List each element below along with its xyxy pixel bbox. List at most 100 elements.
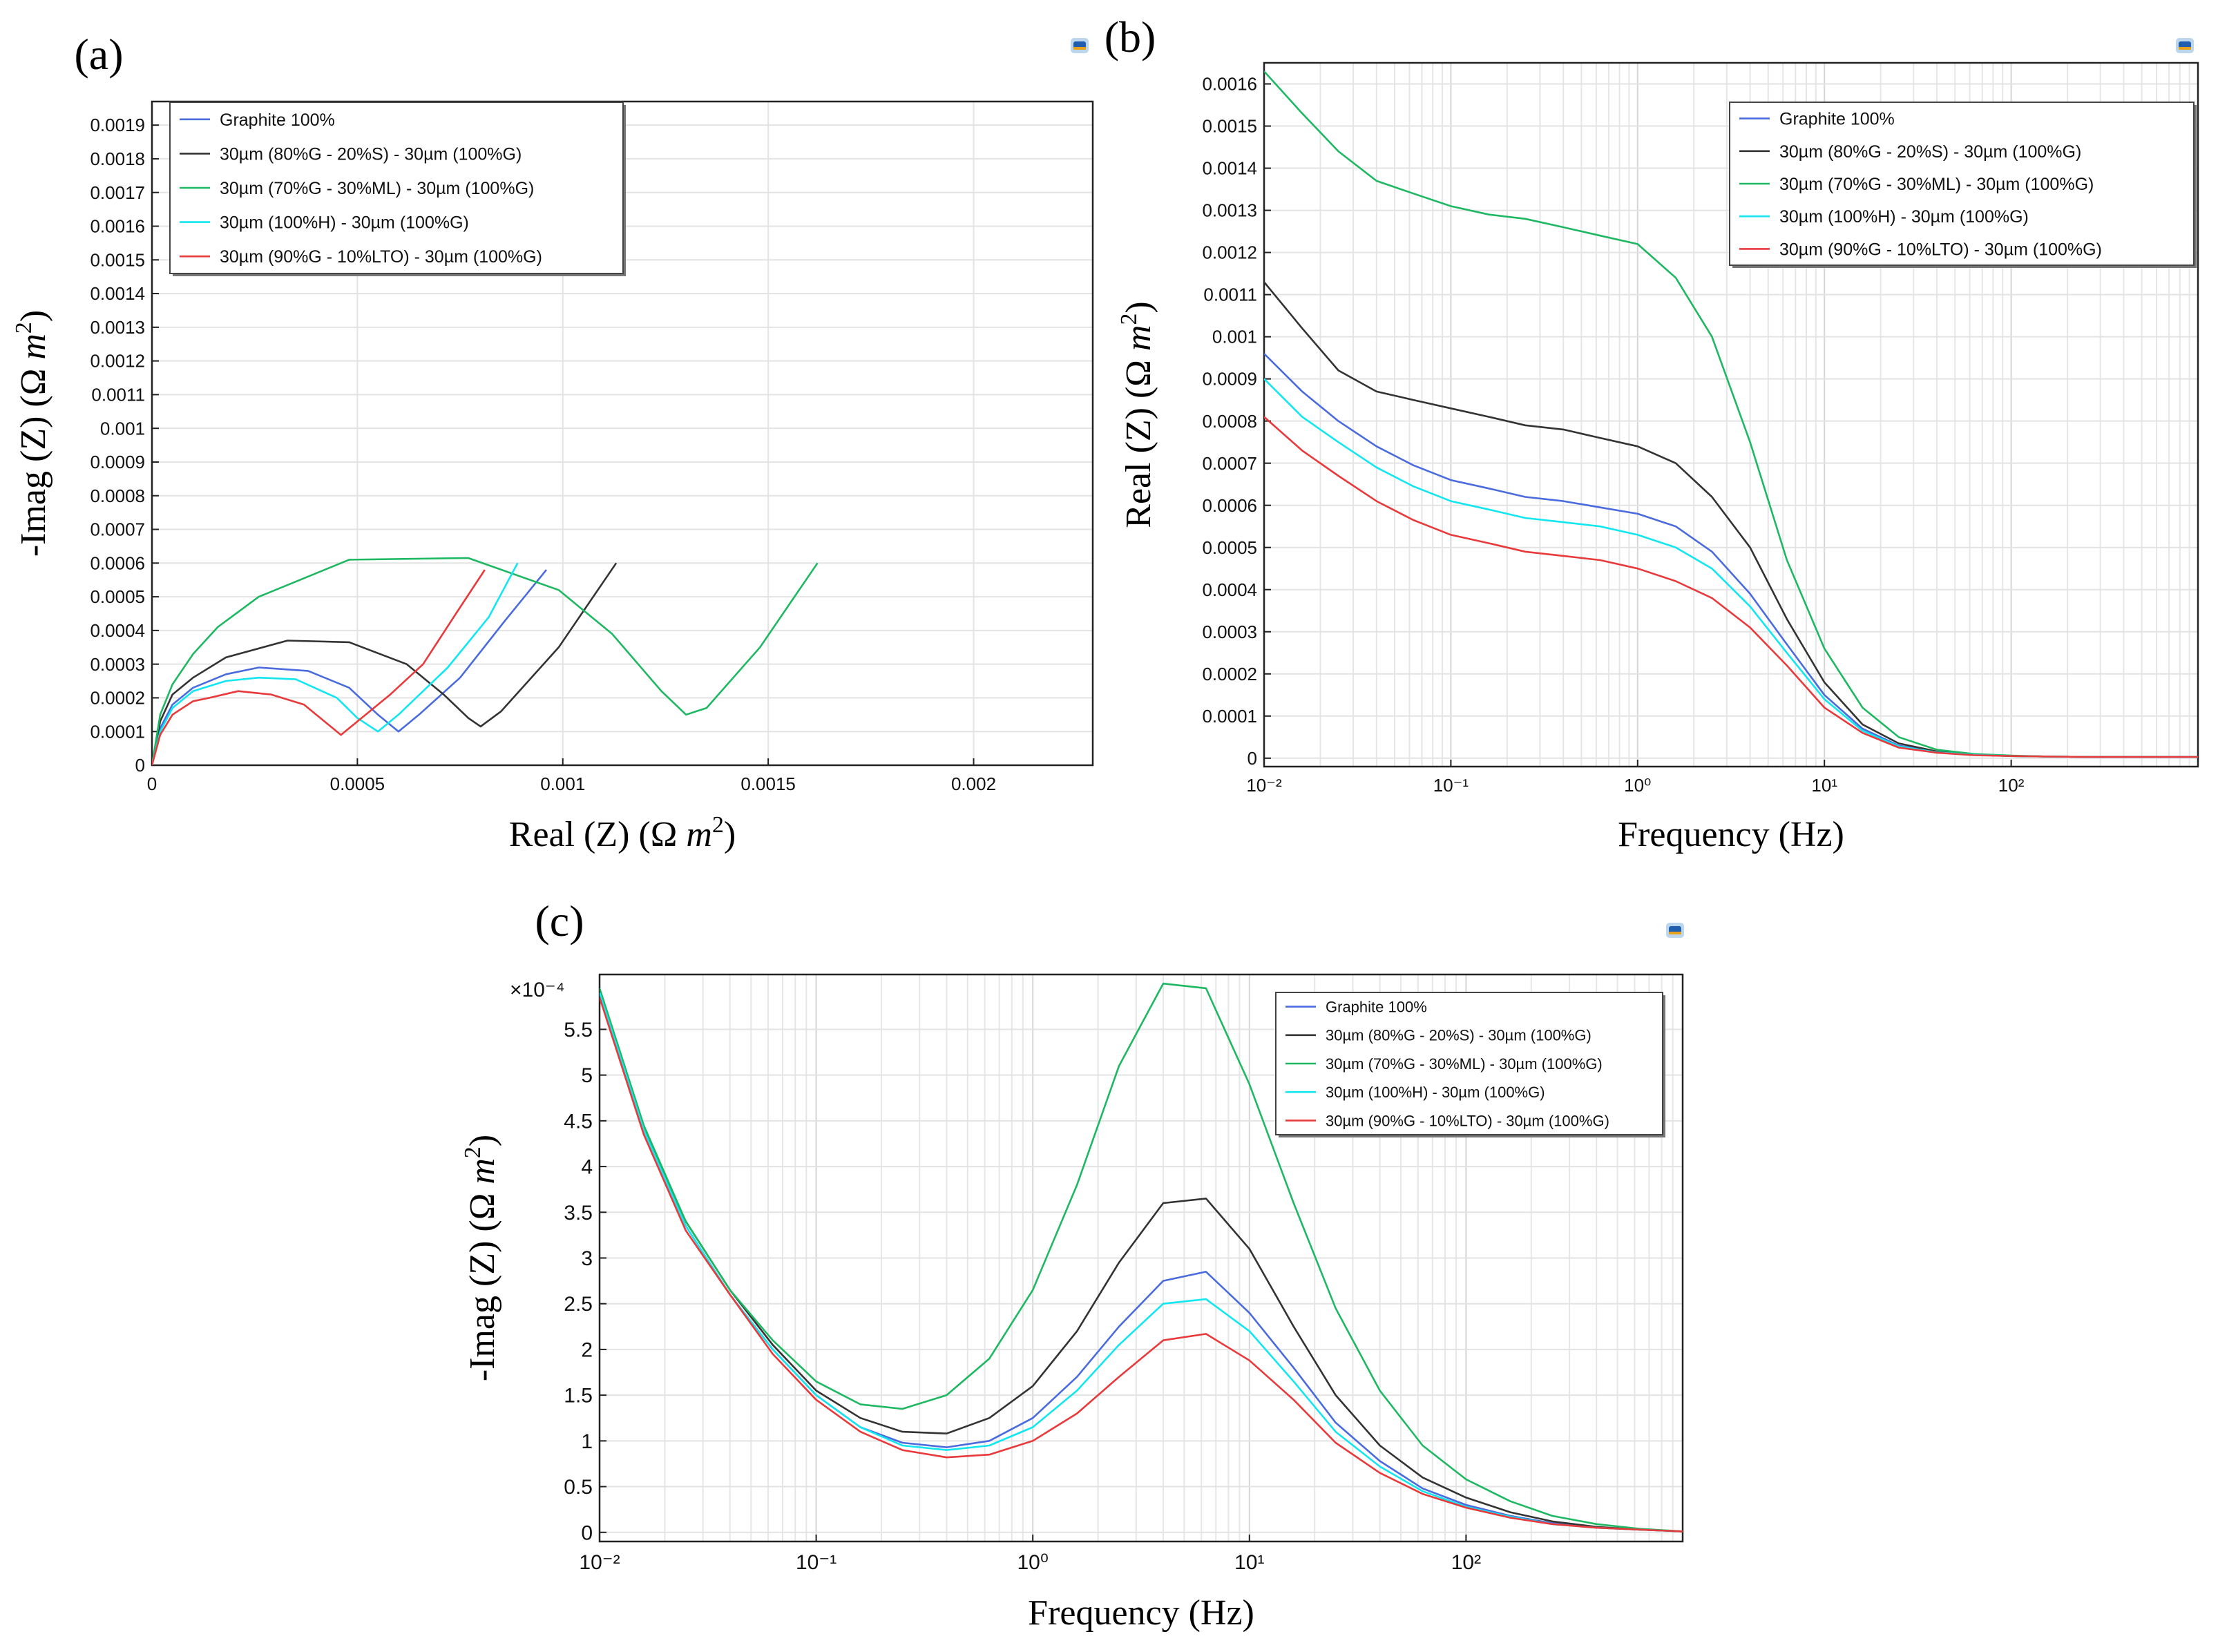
- legend-entry: 30µm (70%G - 30%ML) - 30µm (100%G): [220, 179, 534, 198]
- x-tick-label: 10⁻²: [579, 1551, 620, 1574]
- y-tick-label: 3.5: [564, 1202, 593, 1224]
- y-tick-label: 0.0009: [1202, 369, 1257, 390]
- series-line: [152, 569, 548, 765]
- series-line: [152, 562, 618, 765]
- y-tick-label: 0.0017: [90, 182, 145, 203]
- y-tick-label: 0: [1247, 748, 1257, 769]
- series-group: [1264, 70, 2198, 758]
- series-line: [600, 992, 1683, 1533]
- comsol-logo-icon[interactable]: [1071, 38, 1089, 53]
- y-tick-label: 2: [581, 1338, 593, 1361]
- legend-entry: 30µm (80%G - 20%S) - 30µm (100%G): [1779, 142, 2081, 162]
- y-tick-label: 0.0001: [1202, 706, 1257, 727]
- y-tick-label: 0.0003: [1202, 622, 1257, 642]
- x-axis-title: Frequency (Hz): [1028, 1593, 1254, 1633]
- legend: Graphite 100% 30µm (80%G - 20%S) - 30µm (…: [1275, 992, 1665, 1137]
- x-axis-title: Real (Z) (Ω m2): [509, 812, 736, 854]
- comsol-logo-icon[interactable]: [1666, 923, 1684, 938]
- y-tick-label: 0.0005: [90, 586, 145, 607]
- y-tick-label: 0.5: [564, 1476, 593, 1499]
- x-tick-label: 10⁻²: [1246, 775, 1282, 796]
- y-tick-label: 0.0002: [1202, 664, 1257, 684]
- legend-entry: 30µm (70%G - 30%ML) - 30µm (100%G): [1779, 175, 2094, 194]
- panel-label: (b): [1105, 12, 1156, 61]
- x-tick-label: 10⁰: [1624, 775, 1651, 796]
- legend-box: [1729, 102, 2195, 266]
- y-tick-label: 0.0016: [1202, 74, 1257, 95]
- x-tick-label: 0.002: [951, 774, 996, 794]
- comsol-logo-icon[interactable]: [2176, 38, 2194, 53]
- legend-entry: 30µm (100%H) - 30µm (100%G): [1326, 1084, 1545, 1101]
- legend-entry: Graphite 100%: [220, 111, 335, 130]
- panel-label: (c): [535, 896, 584, 945]
- y-axis-title: -Imag (Z) (Ω m2): [11, 310, 53, 557]
- x-axis-title: Frequency (Hz): [1618, 815, 1844, 854]
- legend-entry: Graphite 100%: [1326, 999, 1427, 1016]
- series-group: [152, 557, 819, 765]
- y-tick-label: 0.0019: [90, 115, 145, 135]
- y-tick-label: 0.0014: [1202, 158, 1257, 179]
- y-tick-label: 5.5: [564, 1019, 593, 1041]
- series-line: [600, 997, 1683, 1533]
- y-tick-label: 0.0015: [90, 249, 145, 270]
- y-tick-label: 4: [581, 1156, 593, 1179]
- legend-entry: 30µm (90%G - 10%LTO) - 30µm (100%G): [1779, 240, 2102, 259]
- x-tick-label: 10¹: [1234, 1551, 1264, 1574]
- chart-panel-c: (c) 0 0.5 1 1.5 2 2.5 3 3.5 4 4.5 5 5.5 10⁻² 10⁻¹ 10⁰ 10…: [460, 896, 1684, 1633]
- series-line: [1264, 353, 2198, 758]
- y-tick-label: 0.0004: [90, 620, 145, 641]
- y-tick-label: 0.0011: [1203, 285, 1257, 305]
- y-tick-label: 0.001: [100, 418, 145, 439]
- y-tick-label: 1.5: [564, 1385, 593, 1408]
- legend-entry: 30µm (100%H) - 30µm (100%G): [220, 213, 469, 233]
- y-tick-label: 0.0007: [1202, 453, 1257, 474]
- series-line: [1264, 378, 2198, 758]
- y-tick-label: 0.0008: [90, 486, 145, 506]
- x-tick-label: 10¹: [1811, 775, 1837, 796]
- y-tick-label: 0: [135, 755, 145, 776]
- plot-frame: [1263, 61, 2199, 768]
- series-line: [152, 557, 819, 765]
- legend-entry: 30µm (80%G - 20%S) - 30µm (100%G): [1326, 1027, 1591, 1044]
- legend-entry: 30µm (80%G - 20%S) - 30µm (100%G): [220, 144, 522, 164]
- y-tick-label: 0.0003: [90, 654, 145, 675]
- legend: Graphite 100% 30µm (80%G - 20%S) - 30µm (…: [169, 102, 626, 276]
- legend: Graphite 100% 30µm (80%G - 20%S) - 30µm (…: [1729, 102, 2197, 268]
- x-tick-label: 0.0015: [740, 774, 796, 794]
- legend-entry: 30µm (90%G - 10%LTO) - 30µm (100%G): [220, 247, 542, 267]
- y-tick-label: 0.0006: [1202, 495, 1257, 516]
- legend-box: [1275, 992, 1663, 1135]
- y-tick-label: 0.0014: [90, 283, 145, 304]
- y-tick-label: 0.0007: [90, 519, 145, 540]
- y-tick-label: 0.0013: [1202, 200, 1257, 221]
- series-line: [600, 992, 1683, 1533]
- y-tick-label: 0.0005: [1202, 537, 1257, 558]
- y-tick-label: 0.0008: [1202, 411, 1257, 432]
- y-multiplier: ×10⁻⁴: [510, 979, 565, 1001]
- series-line: [152, 562, 519, 765]
- x-tick-label: 10⁻¹: [1433, 775, 1469, 796]
- series-group: [600, 982, 1683, 1533]
- y-tick-label: 0.0016: [90, 216, 145, 237]
- series-line: [1264, 416, 2198, 758]
- y-tick-label: 5: [581, 1064, 593, 1087]
- y-tick-label: 0.0012: [1202, 242, 1257, 263]
- y-tick-label: 0.0009: [90, 452, 145, 472]
- y-tick-label: 0.001: [1212, 327, 1257, 347]
- y-tick-label: 0.0002: [90, 688, 145, 709]
- y-tick-label: 0.0015: [1202, 116, 1257, 137]
- legend-entry: 30µm (100%H) - 30µm (100%G): [1779, 207, 2029, 227]
- y-tick-label: 2.5: [564, 1293, 593, 1316]
- y-tick-label: 0.0018: [90, 148, 145, 169]
- y-tick-label: 4.5: [564, 1110, 593, 1133]
- x-tick-label: 0.001: [540, 774, 585, 794]
- chart-panel-a: (a) 0 0.0001 0.0002 0.0003 0.0004 0.0005 0.0006…: [11, 30, 1094, 854]
- chart-panel-b: (b) 0 0.0001 0.0002 0.0003 0.0004 0.0005 0.0006…: [1105, 12, 2199, 854]
- y-tick-label: 0.0012: [90, 351, 145, 372]
- series-line: [600, 982, 1683, 1533]
- x-tick-label: 10²: [1998, 775, 2025, 796]
- y-tick-label: 1: [581, 1430, 593, 1453]
- y-axis-title: Real (Z) (Ω m2): [1116, 301, 1158, 528]
- x-tick-label: 10²: [1451, 1551, 1481, 1574]
